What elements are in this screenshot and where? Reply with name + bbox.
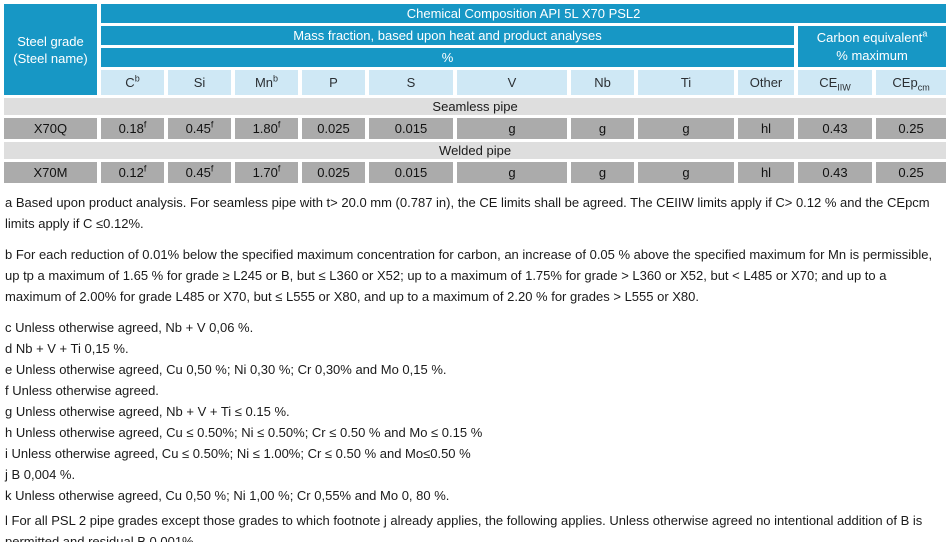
x70q-si: 0.45f bbox=[168, 118, 231, 139]
col-header-s: S bbox=[369, 70, 453, 95]
footnote-j: j B 0,004 %. bbox=[5, 467, 76, 482]
x70q-ce-iiw: 0.43 bbox=[798, 118, 872, 139]
x70q-v: g bbox=[457, 118, 567, 139]
chemical-composition-table: Steel grade (Steel name) Chemical Compos… bbox=[0, 1, 950, 186]
carbon-equivalent-text: Carbon equivalent bbox=[816, 29, 923, 45]
col-header-nb: Nb bbox=[571, 70, 634, 95]
steel-grade-label-line1: Steel grade bbox=[17, 33, 84, 49]
x70m-p: 0.025 bbox=[302, 162, 365, 183]
col-header-ti: Ti bbox=[638, 70, 734, 95]
footnote-a: a Based upon product analysis. For seaml… bbox=[5, 195, 930, 231]
grade-cell-x70m: X70M bbox=[4, 162, 97, 183]
footnote-c: c Unless otherwise agreed, Nb + V 0,06 %… bbox=[5, 320, 254, 335]
section-band-seamless-pipe: Seamless pipe bbox=[4, 98, 947, 115]
x70m-s: 0.015 bbox=[369, 162, 453, 183]
footnote-d: d Nb + V + Ti 0,15 %. bbox=[5, 341, 129, 356]
x70q-c: 0.18f bbox=[101, 118, 164, 139]
table-title: Chemical Composition API 5L X70 PSL2 bbox=[101, 4, 947, 23]
steel-grade-label-line2: (Steel name) bbox=[13, 50, 88, 66]
col-header-si: Si bbox=[168, 70, 231, 95]
x70m-ti: g bbox=[638, 162, 734, 183]
col-header-v: V bbox=[457, 70, 567, 95]
x70q-mn: 1.80f bbox=[235, 118, 298, 139]
col-header-cep-cm: CEpcm bbox=[876, 70, 947, 95]
col-header-p: P bbox=[302, 70, 365, 95]
x70q-p: 0.025 bbox=[302, 118, 365, 139]
x70m-ce-iiw: 0.43 bbox=[798, 162, 872, 183]
x70m-mn: 1.70f bbox=[235, 162, 298, 183]
footnote-k: k Unless otherwise agreed, Cu 0,50 %; Ni… bbox=[5, 488, 450, 503]
footnote-g: g Unless otherwise agreed, Nb + V + Ti ≤… bbox=[5, 404, 290, 419]
x70q-cep-cm: 0.25 bbox=[876, 118, 947, 139]
steel-grade-corner-header: Steel grade (Steel name) bbox=[4, 4, 97, 95]
x70m-nb: g bbox=[571, 162, 634, 183]
mass-fraction-header: Mass fraction, based upon heat and produ… bbox=[101, 26, 794, 45]
col-header-mn: Mnb bbox=[235, 70, 298, 95]
x70m-v: g bbox=[457, 162, 567, 183]
x70q-nb: g bbox=[571, 118, 634, 139]
footnote-l: l For all PSL 2 pipe grades except those… bbox=[5, 513, 923, 542]
x70q-other: hl bbox=[738, 118, 794, 139]
x70m-si: 0.45f bbox=[168, 162, 231, 183]
percent-maximum-text: % maximum bbox=[836, 47, 908, 63]
footnote-h: h Unless otherwise agreed, Cu ≤ 0.50%; N… bbox=[5, 425, 483, 440]
col-header-c: Cb bbox=[101, 70, 164, 95]
footnote-b: b For each reduction of 0.01% below the … bbox=[5, 247, 933, 304]
col-header-ce-iiw: CEIIW bbox=[798, 70, 872, 95]
col-header-other: Other bbox=[738, 70, 794, 95]
section-band-welded-pipe: Welded pipe bbox=[4, 142, 947, 159]
carbon-equivalent-header: Carbon equivalenta % maximum bbox=[798, 26, 947, 67]
footnote-ref-a: a bbox=[922, 28, 928, 39]
x70q-s: 0.015 bbox=[369, 118, 453, 139]
grade-cell-x70q: X70Q bbox=[4, 118, 97, 139]
percent-header: % bbox=[101, 48, 794, 67]
footnote-f: f Unless otherwise agreed. bbox=[5, 383, 159, 398]
x70q-ti: g bbox=[638, 118, 734, 139]
x70m-cep-cm: 0.25 bbox=[876, 162, 947, 183]
footnote-i: i Unless otherwise agreed, Cu ≤ 0.50%; N… bbox=[5, 446, 471, 461]
x70m-other: hl bbox=[738, 162, 794, 183]
footnote-e: e Unless otherwise agreed, Cu 0,50 %; Ni… bbox=[5, 362, 447, 377]
x70m-c: 0.12f bbox=[101, 162, 164, 183]
footnotes-block: a Based upon product analysis. For seaml… bbox=[0, 186, 950, 542]
